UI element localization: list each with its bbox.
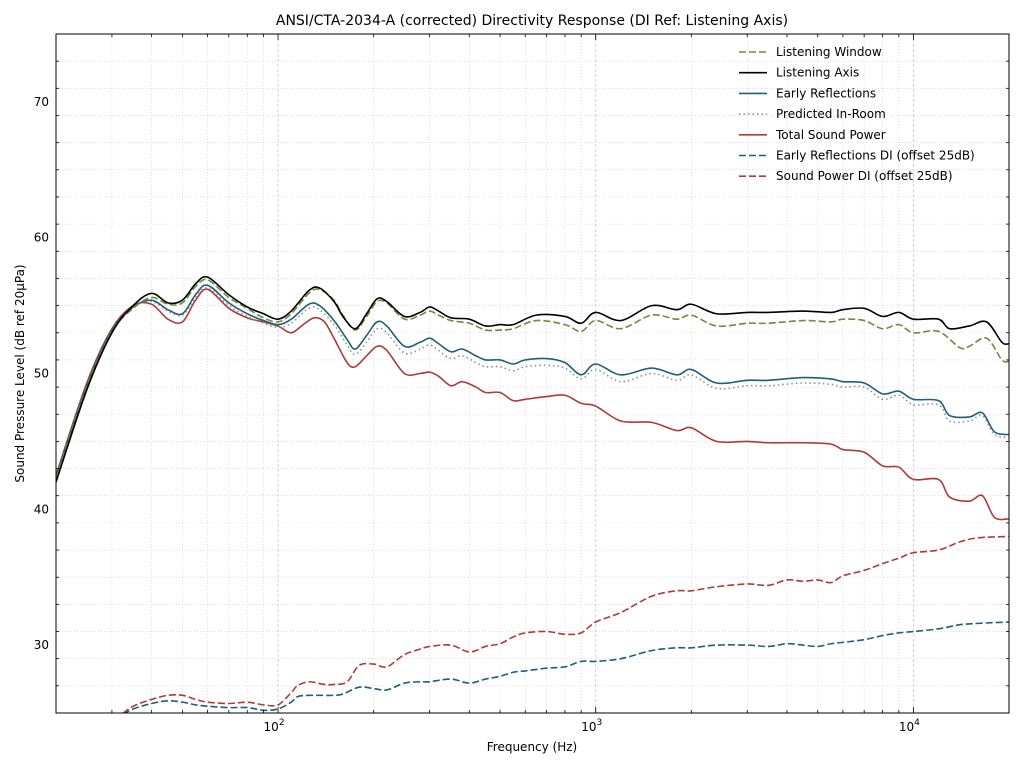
- y-tick-labels: 30 40 50 60 70: [34, 95, 49, 652]
- series-line-early-reflections: [56, 284, 1009, 477]
- series-line-sound-power-di-offset-25db: [121, 535, 1009, 713]
- y-tick-label: 60: [34, 231, 49, 245]
- y-tick-label: 40: [34, 502, 49, 516]
- y-tick-label: 30: [34, 638, 49, 652]
- x-tick-exponent: 4: [914, 718, 920, 728]
- x-tick-labels: 102 103 104: [264, 718, 921, 734]
- grid: [55, 34, 1010, 713]
- series-line-predicted-in-room: [56, 286, 1009, 477]
- series-layer: [56, 275, 1009, 713]
- plot-background: [56, 34, 1009, 713]
- chart-title: ANSI/CTA-2034-A (corrected) Directivity …: [276, 13, 788, 29]
- series-line-listening-window: [56, 278, 1009, 479]
- y-tick-label: 70: [34, 95, 49, 109]
- x-tick-label: 103: [581, 718, 602, 734]
- x-axis-label: Frequency (Hz): [487, 740, 578, 754]
- legend-label-sound-power-di-offset-25db: Sound Power DI (offset 25dB): [776, 169, 953, 183]
- legend-label-listening-axis: Listening Axis: [776, 66, 859, 80]
- legend-label-total-sound-power: Total Sound Power: [775, 128, 886, 142]
- legend-label-predicted-in-room: Predicted In-Room: [776, 107, 886, 121]
- legend: Listening Window Listening Axis Early Refl…: [739, 45, 975, 183]
- tick-marks: [55, 34, 1010, 713]
- legend-label-early-reflections: Early Reflections: [776, 86, 876, 100]
- series-line-total-sound-power: [56, 288, 1009, 521]
- legend-label-listening-window: Listening Window: [776, 45, 882, 59]
- x-tick-exponent: 3: [596, 718, 602, 728]
- x-tick-exponent: 2: [279, 718, 285, 728]
- series-line-early-reflections-di-offset-25db: [123, 621, 1009, 713]
- y-axis-label: Sound Pressure Level (dB ref 20µPa): [13, 264, 27, 482]
- x-tick-label: 102: [264, 718, 285, 734]
- plot-frame: [55, 33, 1010, 714]
- legend-label-early-reflections-di-offset-25db: Early Reflections DI (offset 25dB): [776, 149, 975, 163]
- series-line-listening-axis: [56, 275, 1009, 483]
- y-tick-label: 50: [34, 367, 49, 381]
- x-tick-label: 104: [899, 718, 920, 734]
